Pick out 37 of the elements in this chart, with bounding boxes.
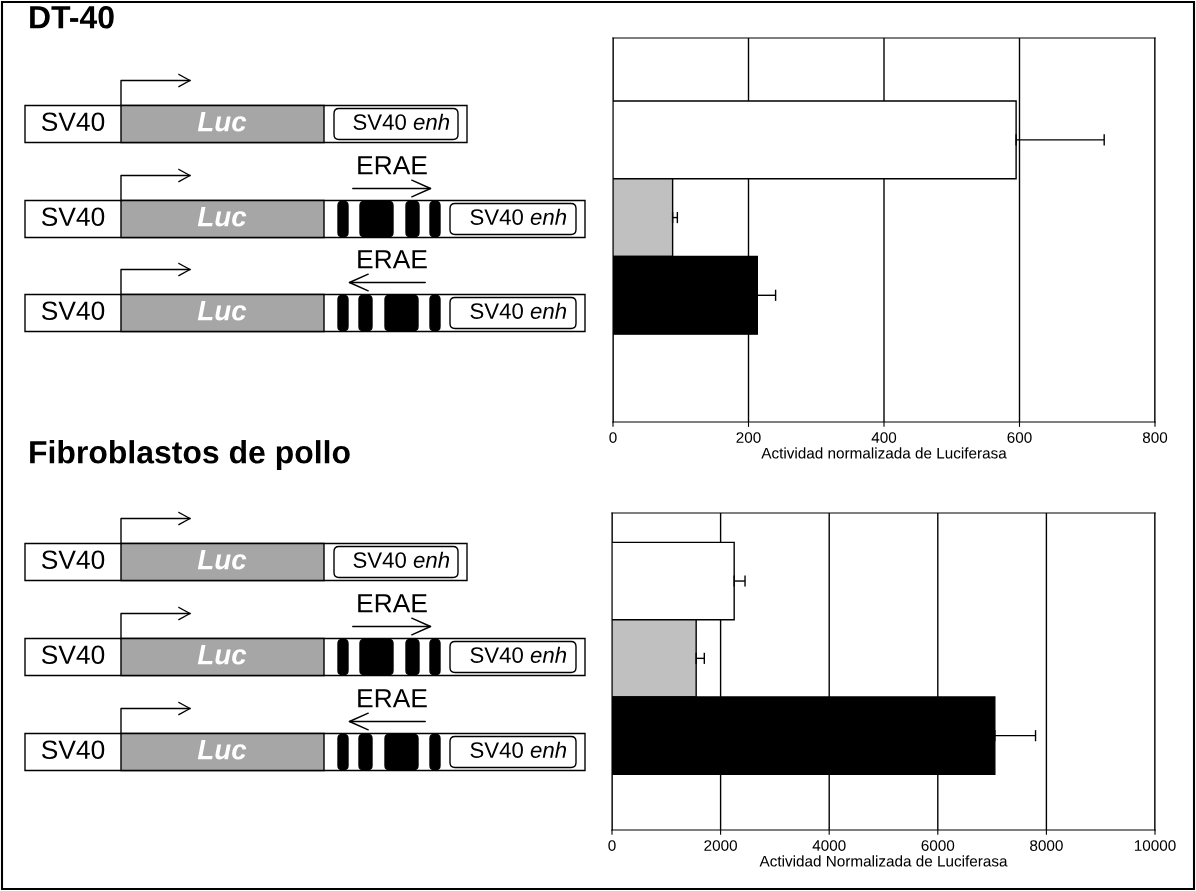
x-tick-label: 8000 [1030, 840, 1063, 851]
x-tick-label: 6000 [921, 840, 955, 851]
text: SV40 [41, 112, 105, 132]
text: Luc [197, 740, 247, 760]
x-tick-label: 10000 [1134, 840, 1176, 851]
text: DT-40 [30, 5, 114, 29]
x-axis-title: Actividad normalizada de Luciferasa [761, 447, 1007, 459]
text: SV40 [41, 740, 105, 760]
text: SV40 [41, 550, 105, 570]
text: SV40 [41, 645, 105, 665]
text: Luc [197, 112, 247, 132]
text: SV40 enh [470, 646, 567, 663]
x-tick-label: 0 [609, 432, 617, 443]
text: Luc [197, 645, 247, 665]
text: ERAE [358, 689, 427, 708]
text: SV40 enh [470, 302, 567, 319]
text: SV40 [41, 207, 105, 227]
text: SV40 enh [353, 551, 450, 568]
text: Luc [197, 550, 247, 570]
text: SV40 enh [470, 208, 567, 225]
text: Luc [197, 301, 247, 321]
text: SV40 enh [353, 113, 450, 130]
x-tick-label: 200 [736, 432, 761, 443]
text: ERAE [358, 594, 427, 613]
x-tick-label: 800 [1142, 432, 1168, 443]
text: SV40 [41, 301, 105, 321]
x-tick-label: 4000 [812, 840, 846, 851]
x-tick-label: 0 [608, 840, 616, 851]
x-axis-title: Actividad Normalizada de Luciferasa [759, 855, 1008, 867]
x-tick-label: 2000 [704, 840, 737, 851]
text: ERAE [358, 250, 427, 269]
text: SV40 enh [470, 741, 567, 758]
text: ERAE [358, 156, 427, 175]
text: Luc [197, 207, 247, 227]
x-tick-label: 400 [871, 432, 897, 443]
text: Fibroblastos de pollo [30, 440, 350, 470]
x-tick-label: 600 [1007, 432, 1032, 443]
